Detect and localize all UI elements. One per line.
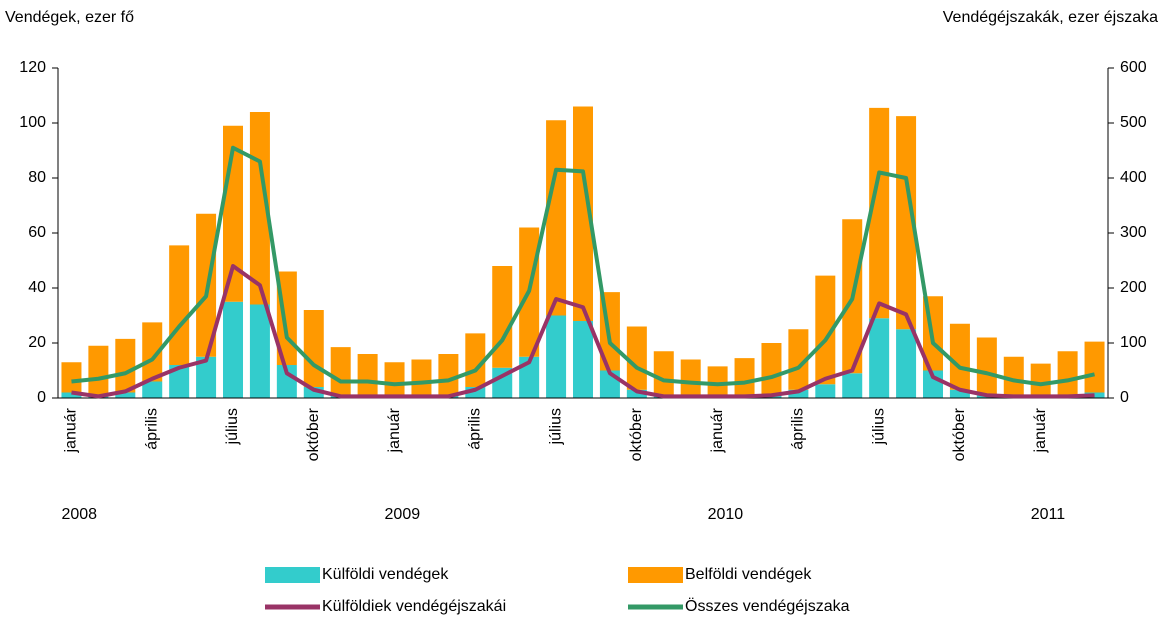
bar — [465, 387, 486, 398]
bar — [869, 107, 890, 319]
x-tick-label: július — [547, 408, 564, 445]
y-tick-label: 80 — [28, 169, 46, 186]
year-label: 2008 — [61, 506, 97, 523]
bar — [384, 362, 405, 396]
bar — [303, 387, 324, 398]
bar — [573, 321, 593, 398]
y-tick-label: 20 — [28, 334, 46, 351]
bar — [896, 329, 917, 398]
x-tick-label: április — [143, 408, 160, 450]
x-tick-label: október — [305, 407, 322, 461]
bar — [330, 347, 351, 396]
bar — [411, 359, 432, 396]
bar — [249, 304, 270, 398]
x-tick-label: október — [951, 407, 968, 461]
bar — [949, 389, 970, 398]
bar — [303, 310, 324, 387]
bar — [1057, 351, 1078, 396]
bar — [949, 323, 970, 390]
bar — [115, 392, 136, 398]
bar — [492, 266, 513, 368]
bar — [573, 106, 593, 321]
bar — [519, 356, 540, 398]
legend-swatch — [265, 567, 320, 583]
y2-tick-label: 200 — [1120, 279, 1147, 296]
x-tick-label: április — [467, 408, 484, 450]
x-tick-label: január — [386, 407, 403, 453]
y-tick-label: 0 — [37, 389, 46, 406]
legend-label: Külföldiek vendégéjszakái — [322, 598, 506, 615]
x-tick-label: január — [1032, 407, 1049, 453]
bar — [707, 366, 728, 396]
y-tick-label: 100 — [19, 114, 46, 131]
bar — [438, 354, 459, 396]
bar — [1030, 363, 1051, 396]
bar — [626, 326, 647, 390]
bar — [546, 315, 567, 398]
bar — [142, 381, 163, 398]
y2-tick-label: 0 — [1120, 389, 1129, 406]
legend-label: Külföldi vendégek — [322, 566, 449, 583]
bar — [815, 275, 836, 385]
bar — [169, 365, 190, 398]
year-label: 2011 — [1031, 506, 1066, 523]
legend-label: Belföldi vendégek — [685, 566, 812, 583]
bar — [626, 389, 647, 398]
y2-tick-label: 600 — [1120, 59, 1147, 76]
bar — [1084, 341, 1105, 393]
bar — [196, 356, 217, 398]
bar — [896, 116, 917, 330]
year-label: 2009 — [385, 506, 421, 523]
bar — [61, 392, 82, 398]
bar — [788, 329, 809, 390]
bar — [842, 373, 863, 398]
bar — [115, 338, 136, 393]
bar — [1003, 356, 1024, 396]
legend-label: Összes vendégéjszaka — [685, 597, 850, 615]
bar — [88, 345, 109, 396]
x-tick-label: július — [870, 408, 887, 445]
y2-tick-label: 400 — [1120, 169, 1147, 186]
line — [71, 145, 1095, 387]
y2-tick-label: 300 — [1120, 224, 1147, 241]
bar — [357, 354, 378, 396]
bar — [169, 245, 190, 365]
bar — [680, 359, 701, 396]
bar — [761, 343, 782, 396]
y2-axis-title: Vendégéjszakák, ezer éjszaka — [943, 9, 1158, 26]
year-label: 2010 — [708, 506, 744, 523]
bar — [276, 365, 297, 398]
bar — [869, 318, 890, 398]
x-tick-label: július — [224, 408, 241, 445]
x-tick-label: október — [628, 407, 645, 461]
bar — [142, 322, 163, 382]
bar — [976, 337, 997, 396]
bar — [815, 384, 836, 398]
x-tick-label: április — [790, 408, 807, 450]
bar — [546, 120, 567, 316]
y-tick-label: 120 — [19, 59, 46, 76]
y-axis-title: Vendégek, ezer fő — [5, 9, 134, 26]
bar — [788, 389, 809, 398]
bar — [653, 351, 674, 396]
y-tick-label: 40 — [28, 279, 46, 296]
y2-tick-label: 500 — [1120, 114, 1147, 131]
bar — [734, 358, 755, 396]
y2-tick-label: 100 — [1120, 334, 1147, 351]
bar — [223, 301, 243, 398]
y-tick-label: 60 — [28, 224, 46, 241]
bar — [61, 362, 82, 393]
x-tick-label: január — [63, 407, 80, 453]
x-tick-label: január — [709, 407, 726, 453]
legend-swatch — [628, 567, 683, 583]
line — [71, 264, 1095, 399]
